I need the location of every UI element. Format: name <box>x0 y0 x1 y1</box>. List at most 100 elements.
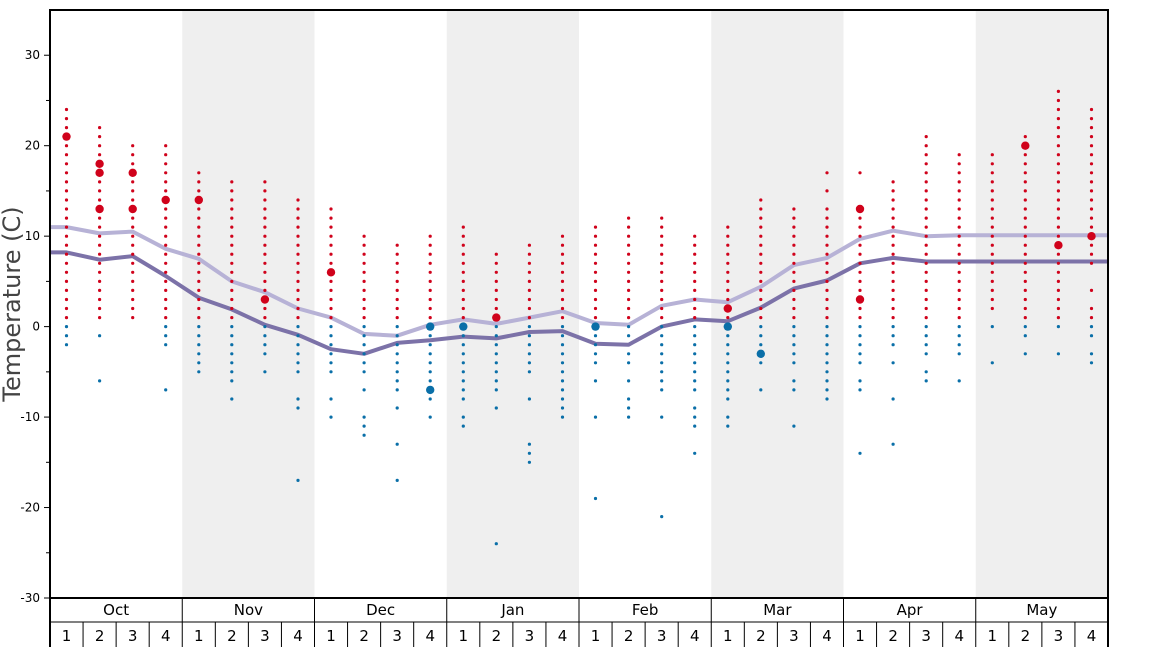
observation-dot <box>296 325 300 329</box>
observation-dot <box>756 349 765 358</box>
week-label: 1 <box>988 627 998 645</box>
observation-dot <box>924 370 928 374</box>
observation-dot <box>891 243 895 247</box>
observation-dot <box>560 243 565 247</box>
observation-dot <box>627 243 631 247</box>
observation-dot <box>1023 207 1027 211</box>
observation-dot <box>726 343 730 347</box>
observation-dot <box>825 306 829 311</box>
observation-dot <box>395 442 399 446</box>
observation-dot <box>230 306 234 311</box>
observation-dot <box>726 252 730 256</box>
observation-dot <box>1056 316 1060 320</box>
observation-dot <box>858 379 862 383</box>
observation-dot <box>164 234 168 238</box>
observation-dot <box>64 198 69 202</box>
observation-dot <box>263 343 267 347</box>
observation-dot <box>1089 107 1094 112</box>
observation-dot <box>461 261 465 265</box>
observation-dot <box>627 252 631 256</box>
observation-dot <box>527 343 532 347</box>
observation-dot <box>428 397 432 401</box>
observation-dot <box>693 415 697 419</box>
observation-dot <box>891 442 895 446</box>
observation-dot <box>593 270 598 274</box>
observation-dot <box>560 370 565 374</box>
observation-dot <box>858 306 862 311</box>
observation-dot <box>1089 135 1094 139</box>
observation-dot <box>527 370 532 374</box>
observation-dot <box>230 207 234 211</box>
observation-dot <box>461 424 465 428</box>
observation-dot <box>957 334 961 338</box>
observation-dot <box>825 288 829 292</box>
observation-dot <box>461 361 465 365</box>
observation-dot <box>858 325 862 329</box>
observation-dot <box>825 279 829 283</box>
observation-dot <box>296 316 300 320</box>
observation-dot <box>726 270 730 274</box>
observation-dot <box>560 252 565 256</box>
observation-dot <box>131 216 135 220</box>
observation-dot <box>792 352 796 356</box>
observation-dot <box>560 334 565 338</box>
observation-dot <box>395 343 399 347</box>
observation-dot <box>924 243 928 247</box>
observation-dot <box>990 234 994 238</box>
observation-dot <box>1056 162 1060 166</box>
observation-dot <box>627 352 631 356</box>
observation-dot <box>329 316 333 320</box>
observation-dot <box>296 288 300 292</box>
observation-dot <box>990 297 994 302</box>
observation-dot <box>494 343 498 347</box>
observation-dot <box>98 316 102 320</box>
observation-dot <box>560 234 565 238</box>
observation-dot <box>197 243 201 247</box>
observation-dot <box>726 225 730 229</box>
week-label: 3 <box>921 627 931 645</box>
observation-dot <box>1089 261 1094 265</box>
observation-dot <box>726 388 730 392</box>
observation-dot <box>627 297 631 302</box>
observation-dot <box>461 379 465 383</box>
observation-dot <box>329 306 333 311</box>
observation-dot <box>1056 270 1060 274</box>
observation-dot <box>1056 117 1060 121</box>
observation-dot <box>362 243 366 247</box>
observation-dot <box>362 352 366 356</box>
observation-dot <box>263 279 267 283</box>
observation-dot <box>792 388 796 392</box>
month-shade-nov <box>182 10 315 598</box>
observation-dot <box>494 352 498 356</box>
observation-dot <box>362 252 366 256</box>
observation-dot <box>1023 234 1027 238</box>
observation-dot <box>197 270 201 274</box>
observation-dot <box>825 252 829 256</box>
observation-dot <box>957 297 961 302</box>
observation-dot <box>891 316 895 320</box>
observation-dot <box>825 397 829 401</box>
observation-dot <box>924 171 928 175</box>
observation-dot <box>64 225 69 229</box>
observation-dot <box>395 288 399 292</box>
observation-dot <box>660 515 664 519</box>
observation-dot <box>891 361 895 365</box>
observation-dot <box>593 261 598 265</box>
observation-dot <box>326 268 336 277</box>
observation-dot <box>197 189 201 193</box>
observation-dot <box>197 361 201 365</box>
observation-dot <box>825 216 829 220</box>
observation-dot <box>230 288 234 292</box>
week-label: 2 <box>756 627 766 645</box>
observation-dot <box>263 207 267 211</box>
week-label: 2 <box>359 627 369 645</box>
observation-dot <box>461 352 465 356</box>
observation-dot <box>98 153 102 157</box>
observation-dot <box>362 325 366 329</box>
observation-dot <box>527 306 532 311</box>
observation-dot <box>164 162 168 166</box>
observation-dot <box>560 361 565 365</box>
observation-dot <box>64 216 69 220</box>
observation-dot <box>461 288 465 292</box>
observation-dot <box>428 279 432 283</box>
